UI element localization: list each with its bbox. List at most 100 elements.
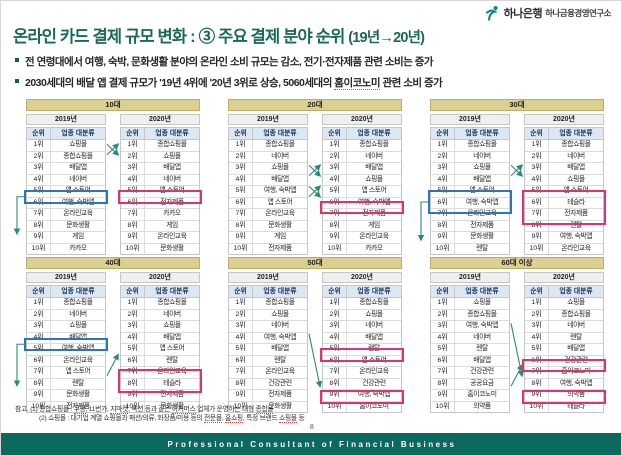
table-row: 4위 네이버 — [27, 173, 105, 185]
rank-cell: 8위 — [431, 378, 455, 389]
year-header: 2020년 — [322, 272, 402, 283]
category-cell: 의약품 — [473, 402, 491, 410]
category-column-header: 업종 대분류 — [465, 130, 499, 137]
category-cell: 종합쇼핑몰 — [561, 141, 591, 148]
table-body: 1위 종합쇼핑몰 2위 쇼핑몰 3위 네이버 4위 여행, 숙박앱 5위 배달앱 6위 렌탈 7위 온라인… — [228, 297, 308, 413]
category-cell: 전자제품 — [268, 244, 292, 252]
category-cell: 여행, 숙박앱 — [61, 345, 95, 352]
text-segment: 홈이코노미 — [334, 77, 381, 90]
category-cell: 전자제품 — [470, 221, 494, 229]
table-row: 4위 네이버 — [431, 331, 509, 343]
table-row: 1위 쇼핑몰 — [27, 140, 105, 151]
table-row: 10위 홈이코노미 — [323, 400, 401, 412]
rank-column-header: 순위 — [121, 286, 145, 297]
rank-cell: 2위 — [323, 309, 347, 320]
rank-swap-arrow — [510, 164, 524, 177]
table-row: 9위 온라인교육 — [121, 231, 199, 243]
table-2020: 2020년 순위 업종 대분류 1위 종합쇼핑몰 2위 네이버 3위 쇼핑몰 4위 배달앱 5위 앱 스… — [120, 272, 200, 413]
column-header-row: 순위 업종 대분류 — [524, 285, 604, 297]
category-cell: 배달앱 — [271, 175, 289, 183]
category-cell: 앱 스토어 — [159, 187, 185, 194]
rank-cell: 7위 — [323, 367, 347, 378]
rank-swap-arrow — [308, 185, 322, 198]
table-row: 6위 앱 스토어 — [323, 354, 401, 366]
rank-cell: 9위 — [27, 232, 51, 243]
title-period: (19년→20년) — [348, 30, 425, 46]
year-header: 2019년 — [228, 272, 308, 283]
category-cell: 종합쇼핑몰 — [359, 141, 389, 148]
category-cell: 배달앱 — [163, 164, 181, 171]
table-row: 7위 건강관련 — [431, 366, 509, 378]
rank-swap-arrow — [308, 185, 322, 198]
age-group-header: 20대 — [228, 99, 402, 111]
category-cell: 게임 — [274, 233, 286, 240]
rank-cell: 7위 — [121, 209, 145, 220]
rank-column-header: 순위 — [121, 128, 145, 139]
table-row: 1위 쇼핑몰 — [431, 298, 509, 309]
table-row: 10위 문화생활 — [121, 400, 199, 412]
rank-cell: 7위 — [27, 209, 51, 220]
category-cell: 앱 스토어 — [65, 187, 91, 194]
rank-cell: 5위 — [229, 186, 253, 197]
rank-cell: 4위 — [431, 332, 455, 343]
rank-cell: 1위 — [229, 298, 253, 309]
age-group-table: 10대 2019년 순위 업종 대분류 1위 쇼핑몰 2위 종합쇼핑몰 3위 배달앱 4위 네이버 5위… — [10, 99, 210, 255]
category-cell: 네이버 — [69, 175, 87, 183]
category-cell: 의약품 — [567, 391, 585, 398]
category-cell: 배달앱 — [473, 356, 491, 364]
rank-cell: 3위 — [27, 321, 51, 332]
rank-cell: 5위 — [121, 344, 145, 355]
title-main: 온라인 카드 결제 규모 변화 : ③ 주요 결제 분야 순위 — [13, 28, 345, 46]
category-cell: 건강관련 — [564, 356, 588, 364]
table-row: 5위 앱 스토어 — [121, 185, 199, 197]
category-cell: 온라인교육 — [467, 210, 497, 217]
text-segment: 홈쇼핑 — [225, 415, 243, 423]
table-row: 9위 게임 — [229, 231, 307, 243]
rank-cell: 6위 — [431, 197, 455, 208]
text-segment: 참고, (1) 종합쇼핑몰 : — [15, 406, 74, 413]
table-row: 3위 쇼핑몰 — [431, 162, 509, 174]
category-column-header: 업종 대분류 — [559, 130, 593, 137]
rank-cell: 7위 — [431, 367, 455, 378]
category-cell: 앱 스토어 — [267, 198, 293, 206]
rank-cell: 9위 — [323, 232, 347, 243]
table-row: 9위 문화생활 — [431, 231, 509, 243]
category-cell: 전자제품 — [268, 391, 292, 398]
table-row: 10위 문화생활 — [121, 242, 199, 254]
table-row: 10위 전자제품 — [229, 242, 307, 254]
rank-cell: 5위 — [27, 344, 51, 355]
category-cell: 렌탈 — [166, 356, 178, 364]
category-cell: 쇼핑몰 — [69, 322, 87, 329]
rank-cell: 5위 — [323, 186, 347, 197]
category-cell: 문화생활 — [268, 402, 292, 410]
category-cell: 앱 스토어 — [563, 187, 589, 194]
rank-cell: 2위 — [431, 309, 455, 320]
column-header-row: 순위 업종 대분류 — [430, 127, 510, 139]
table-body: 1위 종합쇼핑몰 2위 네이버 3위 쇼핑몰 4위 배달앱 5위 앱 스토어 6위 여행, 숙박앱 7위… — [430, 139, 510, 255]
table-row: 1위 종합쇼핑몰 — [525, 140, 603, 151]
rank-cell: 2위 — [323, 151, 347, 162]
category-cell: 종합쇼핑몰 — [265, 299, 295, 306]
rank-cell: 3위 — [121, 163, 145, 174]
table-row: 5위 앱 스토어 — [121, 343, 199, 355]
rank-cell: 5위 — [229, 344, 253, 355]
table-row: 7위 온라인교육 — [323, 366, 401, 378]
rank-cell: 10위 — [27, 243, 51, 254]
rank-cell: 4위 — [525, 174, 549, 185]
rank-cell: 10위 — [431, 401, 455, 412]
rank-cell: 3위 — [229, 321, 253, 332]
table-body: 1위 종합쇼핑몰 2위 네이버 3위 배달앱 4위 쇼핑몰 5위 앱 스토어 6위 여행, 숙박앱 7위… — [322, 139, 402, 255]
category-column-header: 업종 대분류 — [61, 288, 95, 295]
table-row: 6위 전자제품 — [121, 196, 199, 208]
category-cell: 앱 스토어 — [469, 187, 495, 194]
text-segment: 업체가 운영하는 대형 — [195, 406, 256, 413]
rank-cell: 9위 — [121, 232, 145, 243]
table-row: 4위 배달앱 — [121, 331, 199, 343]
rank-cell: 1위 — [121, 140, 145, 151]
table-row: 7위 온라인교육 — [431, 208, 509, 220]
category-cell: 종합쇼핑몰 — [265, 141, 295, 148]
category-column-header: 업종 대분류 — [155, 130, 189, 137]
rank-cell: 10위 — [525, 401, 549, 412]
rank-cell: 10위 — [323, 401, 347, 412]
rank-cell: 4위 — [121, 332, 145, 343]
